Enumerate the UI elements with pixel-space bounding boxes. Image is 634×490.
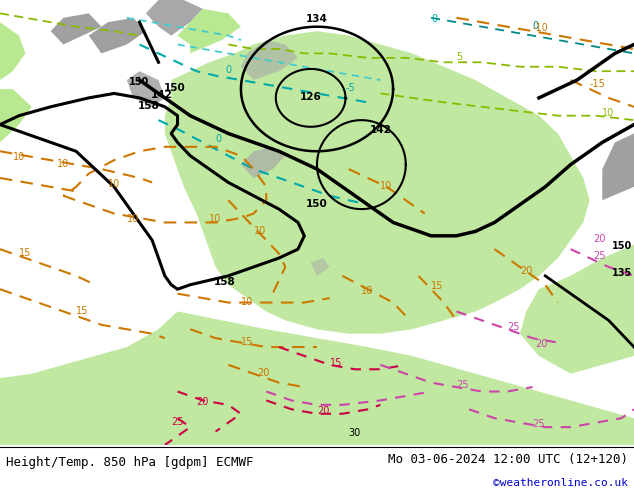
Text: 10: 10	[209, 215, 221, 224]
Text: 10: 10	[602, 108, 614, 118]
Polygon shape	[0, 312, 634, 445]
Polygon shape	[165, 31, 590, 334]
Polygon shape	[0, 89, 32, 143]
Text: 10: 10	[108, 179, 120, 189]
Text: 25: 25	[533, 419, 545, 429]
Polygon shape	[51, 13, 101, 45]
Text: 15: 15	[241, 337, 254, 347]
Text: 15: 15	[431, 281, 444, 291]
Polygon shape	[127, 71, 165, 107]
Text: 142: 142	[151, 90, 172, 100]
Text: 20: 20	[317, 406, 330, 416]
Text: 158: 158	[214, 277, 236, 287]
Polygon shape	[0, 22, 25, 80]
Text: 134: 134	[306, 14, 328, 24]
Text: 10: 10	[57, 159, 69, 169]
Text: 15: 15	[19, 248, 32, 258]
Text: 15: 15	[76, 306, 89, 316]
Text: 150: 150	[612, 241, 632, 251]
Text: 150: 150	[129, 76, 149, 87]
Polygon shape	[146, 0, 203, 36]
Text: 0: 0	[431, 14, 437, 24]
Text: 25: 25	[456, 380, 469, 390]
Text: 20: 20	[197, 397, 209, 407]
Text: 150: 150	[164, 83, 185, 93]
Text: -5: -5	[346, 83, 355, 93]
Text: 30: 30	[349, 428, 361, 438]
Text: -10: -10	[533, 23, 548, 33]
Polygon shape	[520, 245, 634, 374]
Text: 20: 20	[536, 339, 548, 349]
Text: 0: 0	[216, 134, 222, 145]
Text: 10: 10	[127, 215, 139, 224]
Text: 20: 20	[257, 368, 269, 378]
Text: Height/Temp. 850 hPa [gdpm] ECMWF: Height/Temp. 850 hPa [gdpm] ECMWF	[6, 457, 254, 469]
Text: 0: 0	[533, 22, 539, 31]
Text: 15: 15	[330, 358, 342, 368]
Text: 158: 158	[138, 101, 160, 111]
Text: 142: 142	[370, 125, 391, 135]
Text: 10: 10	[380, 181, 392, 191]
Text: 20: 20	[520, 266, 533, 276]
Text: 20: 20	[593, 235, 605, 245]
Text: 25: 25	[593, 251, 605, 261]
Text: ©weatheronline.co.uk: ©weatheronline.co.uk	[493, 478, 628, 488]
Polygon shape	[89, 18, 146, 53]
Polygon shape	[602, 133, 634, 200]
Text: 5: 5	[456, 52, 463, 62]
Text: 10: 10	[13, 152, 25, 162]
Text: 10: 10	[241, 297, 253, 307]
Text: 10: 10	[361, 286, 373, 295]
Text: 150: 150	[306, 199, 328, 209]
Text: 10: 10	[254, 225, 266, 236]
Text: 126: 126	[300, 92, 321, 102]
Text: 25: 25	[507, 322, 520, 332]
Text: 0: 0	[225, 65, 231, 75]
Text: 25: 25	[171, 417, 184, 427]
Text: -15: -15	[590, 79, 605, 89]
Polygon shape	[178, 9, 241, 53]
Polygon shape	[241, 40, 298, 80]
Polygon shape	[311, 258, 330, 276]
Text: 135: 135	[612, 268, 632, 278]
Text: Mo 03-06-2024 12:00 UTC (12+120): Mo 03-06-2024 12:00 UTC (12+120)	[387, 453, 628, 466]
Polygon shape	[241, 147, 285, 178]
